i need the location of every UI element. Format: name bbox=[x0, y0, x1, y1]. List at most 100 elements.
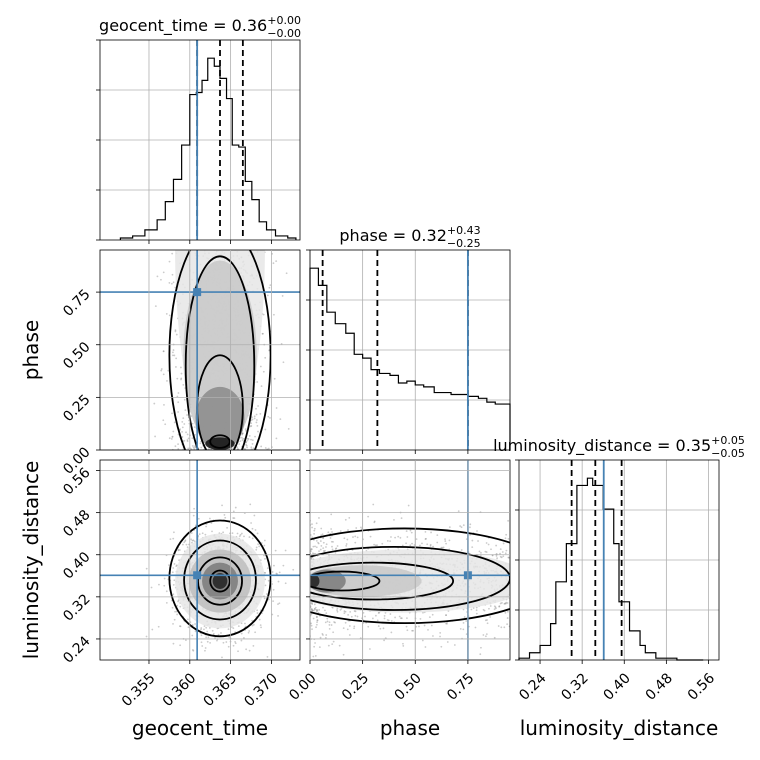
sample-point bbox=[495, 555, 498, 557]
sample-point bbox=[200, 628, 202, 631]
sample-point bbox=[317, 611, 320, 614]
sample-point bbox=[273, 313, 275, 316]
sample-point bbox=[256, 609, 259, 612]
sample-point bbox=[220, 632, 222, 634]
sample-point bbox=[250, 425, 253, 427]
sample-point bbox=[483, 609, 486, 612]
sample-point bbox=[259, 412, 262, 415]
sample-point bbox=[405, 625, 408, 628]
sample-point bbox=[316, 619, 319, 622]
sample-point bbox=[339, 530, 342, 532]
sample-point bbox=[193, 426, 196, 428]
sample-point bbox=[194, 446, 197, 449]
sample-point bbox=[328, 627, 331, 630]
sample-point bbox=[151, 628, 154, 631]
sample-point bbox=[475, 606, 478, 609]
sample-point bbox=[500, 556, 503, 559]
sample-point bbox=[324, 637, 327, 639]
sample-point bbox=[310, 534, 312, 536]
sample-point bbox=[498, 605, 501, 608]
sample-point bbox=[251, 443, 254, 445]
sample-point bbox=[373, 521, 376, 524]
sample-point bbox=[186, 439, 189, 441]
panel-title: phase = 0.32+0.43 −0.25 bbox=[339, 224, 480, 250]
sample-point bbox=[285, 272, 288, 275]
sample-point bbox=[187, 626, 190, 629]
sample-point bbox=[485, 633, 488, 636]
sample-point bbox=[411, 542, 413, 545]
sample-point bbox=[238, 535, 241, 538]
sample-point bbox=[493, 608, 496, 611]
sample-point bbox=[165, 590, 168, 593]
sample-point bbox=[372, 503, 375, 506]
sample-point bbox=[172, 593, 175, 596]
sample-point bbox=[241, 439, 244, 442]
sample-point bbox=[360, 526, 362, 529]
sample-point bbox=[267, 579, 270, 582]
sample-point bbox=[261, 332, 264, 335]
sample-point bbox=[240, 436, 243, 439]
sample-point bbox=[256, 612, 259, 614]
sample-point bbox=[487, 543, 490, 546]
sample-point bbox=[421, 639, 424, 642]
sample-point bbox=[182, 543, 184, 546]
sample-point bbox=[440, 645, 443, 648]
sample-point bbox=[243, 636, 245, 639]
sample-point bbox=[256, 419, 258, 421]
sample-point bbox=[269, 284, 272, 286]
sample-point bbox=[313, 529, 316, 532]
sample-point bbox=[171, 273, 174, 276]
sample-point bbox=[211, 629, 214, 632]
sample-point bbox=[174, 610, 177, 613]
sample-point bbox=[218, 532, 221, 535]
sample-point bbox=[494, 606, 497, 609]
sample-point bbox=[465, 620, 468, 622]
sample-point bbox=[315, 546, 318, 549]
sample-point bbox=[255, 548, 258, 551]
sample-point bbox=[310, 548, 313, 550]
sample-point bbox=[324, 609, 326, 612]
sample-point bbox=[507, 537, 510, 540]
sample-point bbox=[310, 670, 312, 672]
sample-point bbox=[168, 314, 171, 317]
sample-point bbox=[190, 538, 193, 541]
sample-point bbox=[211, 530, 213, 533]
density-panel-time-phase bbox=[99, 249, 301, 451]
sample-point bbox=[272, 588, 275, 591]
sample-point bbox=[334, 551, 337, 554]
sample-point bbox=[264, 557, 266, 560]
sample-point bbox=[176, 604, 179, 607]
sample-point bbox=[234, 506, 237, 509]
sample-point bbox=[185, 431, 187, 434]
sample-point bbox=[314, 606, 317, 609]
sample-point bbox=[310, 608, 313, 610]
truth-marker bbox=[193, 571, 202, 580]
sample-point bbox=[364, 615, 366, 618]
sample-point bbox=[262, 332, 264, 335]
x-tick-label: 0.370 bbox=[241, 670, 281, 710]
sample-point bbox=[194, 524, 197, 527]
sample-point bbox=[328, 621, 331, 624]
sample-point bbox=[460, 526, 463, 529]
sample-point bbox=[354, 535, 357, 538]
sample-point bbox=[192, 539, 195, 542]
sample-point bbox=[316, 609, 319, 611]
sample-point bbox=[171, 435, 174, 438]
sample-point bbox=[415, 538, 418, 541]
y-tick-label: 0.24 bbox=[60, 633, 93, 666]
sample-point bbox=[234, 640, 236, 643]
sample-point bbox=[251, 619, 254, 622]
sample-point bbox=[163, 577, 166, 580]
sample-point bbox=[210, 522, 213, 524]
sample-point bbox=[327, 531, 330, 534]
sample-point bbox=[272, 600, 275, 603]
sample-point bbox=[331, 643, 334, 645]
sample-point bbox=[173, 531, 175, 534]
sample-point bbox=[353, 627, 355, 630]
sample-point bbox=[252, 447, 255, 450]
sample-point bbox=[409, 544, 412, 547]
sample-point bbox=[310, 602, 313, 605]
histogram-panel-luminosity_distance bbox=[518, 459, 720, 661]
sample-point bbox=[162, 373, 165, 376]
sample-point bbox=[424, 531, 427, 533]
